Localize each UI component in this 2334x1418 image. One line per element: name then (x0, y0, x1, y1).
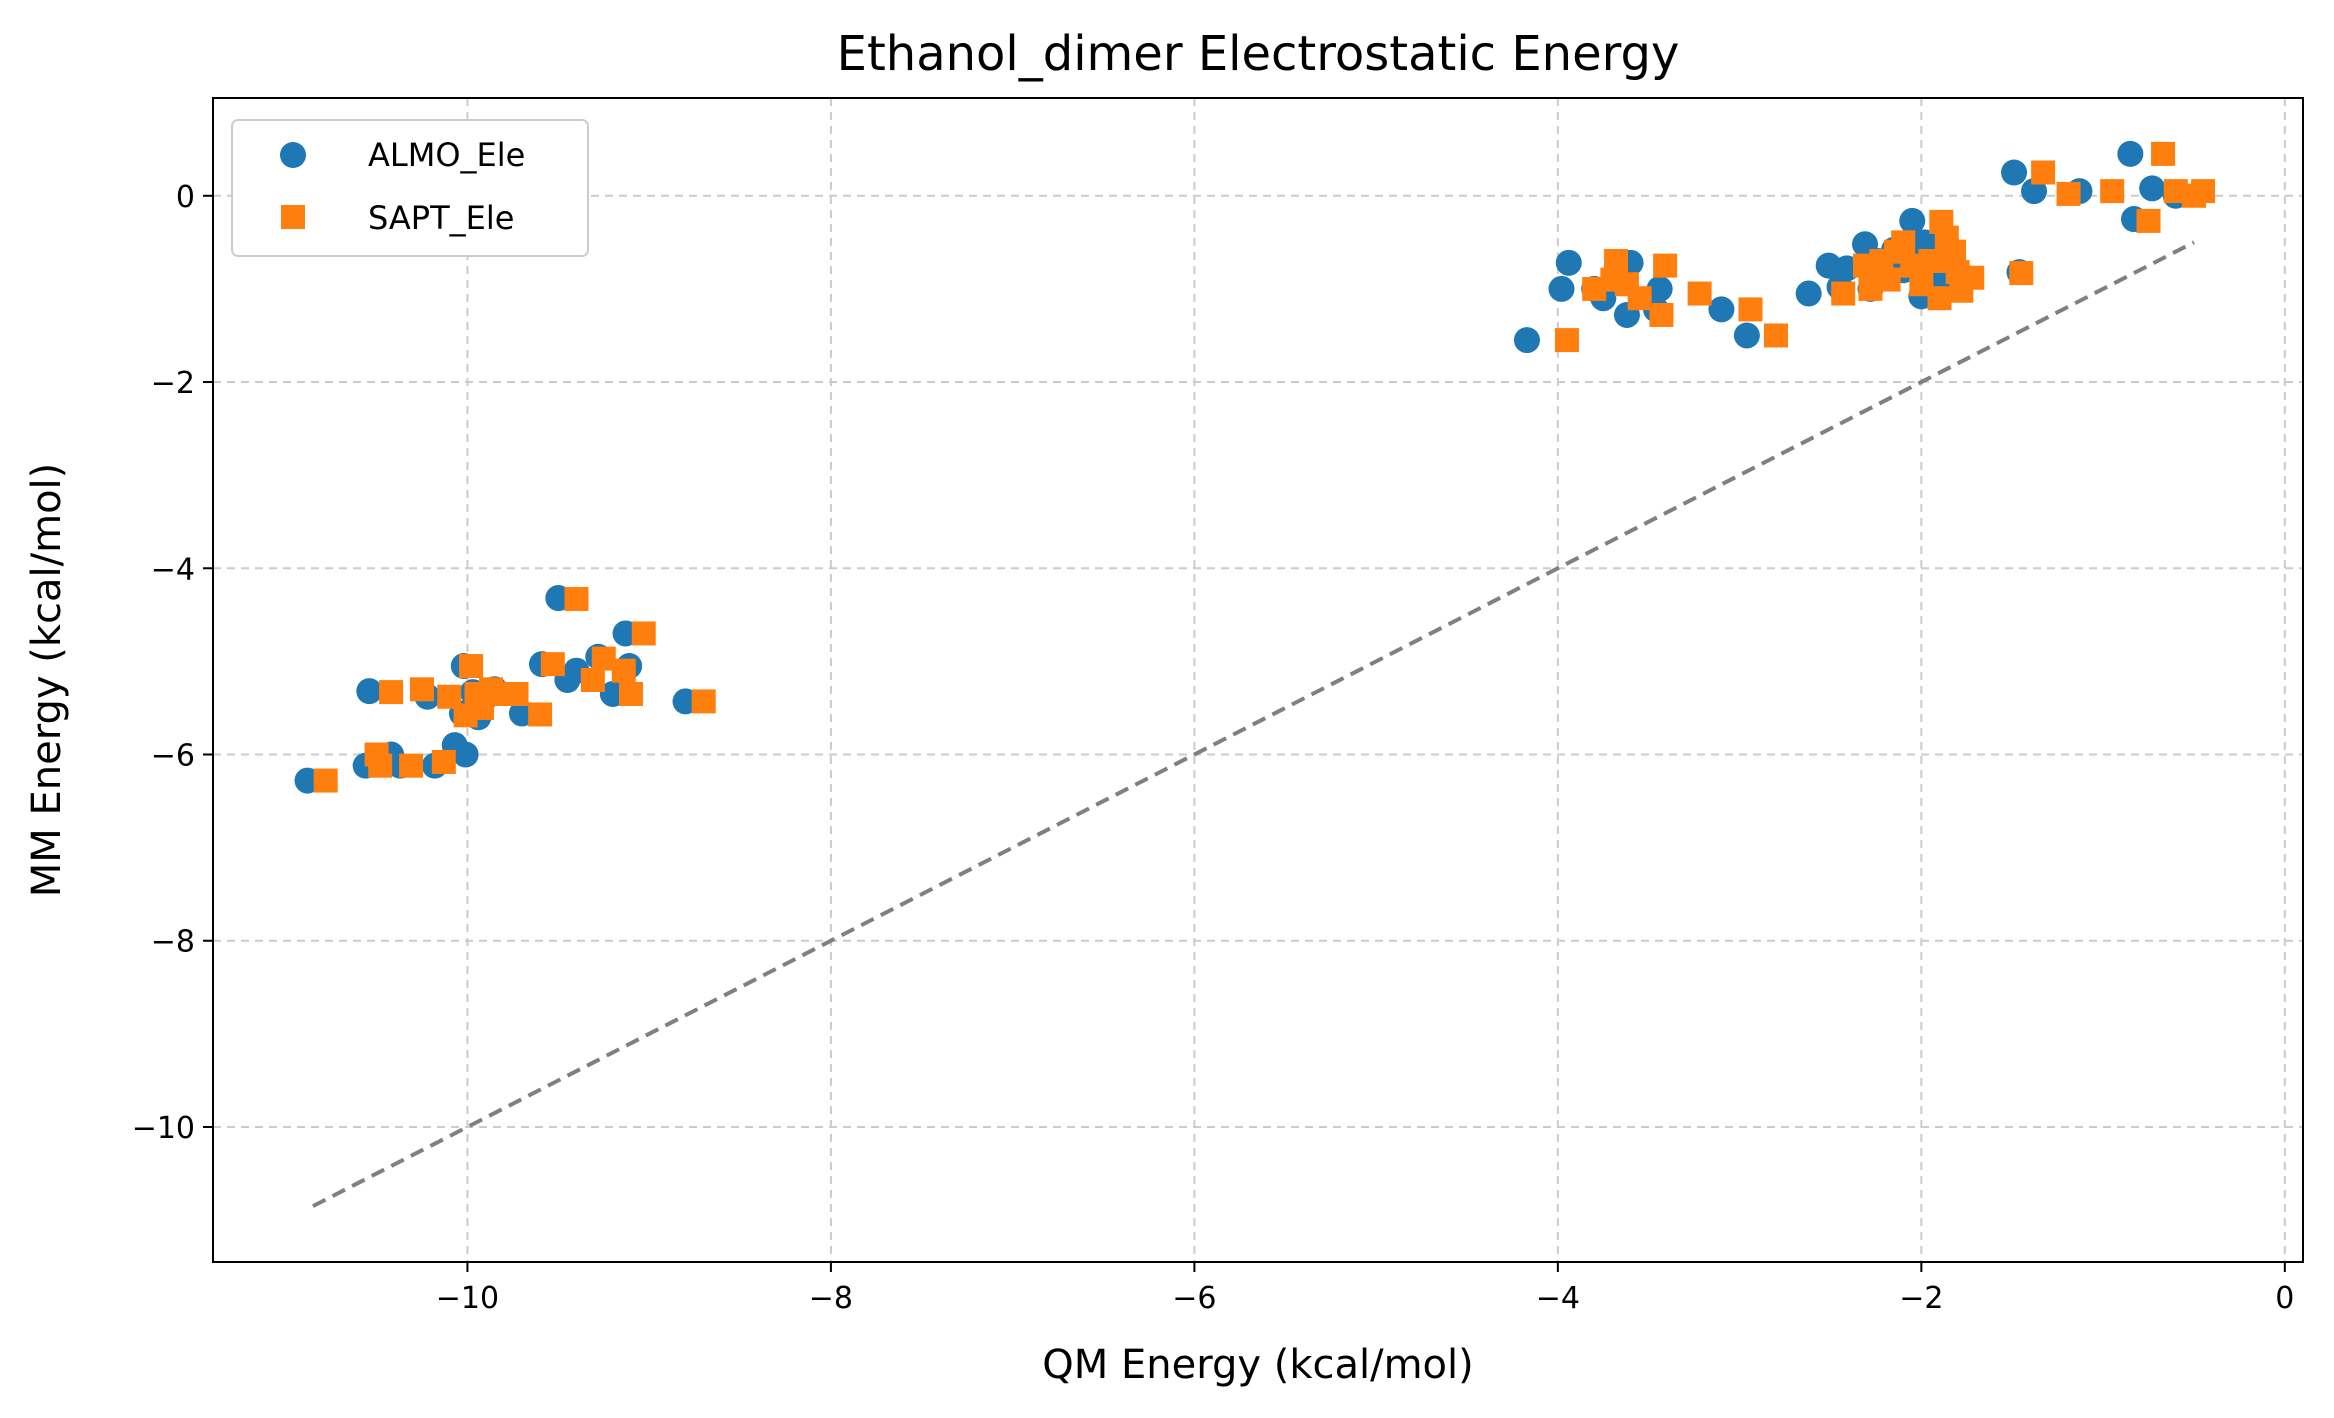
data-point-circle (1555, 249, 1582, 276)
data-point-circle (452, 741, 479, 768)
legend: ALMO_Ele SAPT_Ele (231, 119, 589, 257)
data-point-square (2100, 179, 2125, 204)
chart-title: Ethanol_dimer Electrostatic Energy (837, 26, 1680, 82)
data-point-square (631, 621, 656, 646)
y-tick-label: −8 (151, 925, 195, 960)
data-point-circle (2139, 175, 2166, 202)
data-point-circle (1708, 296, 1735, 323)
data-point-circle (1646, 275, 1673, 302)
x-tick-label: −10 (436, 1281, 499, 1316)
data-point-circle (2117, 140, 2144, 167)
y-tick-label: −2 (151, 366, 195, 401)
y-tick-label: −4 (151, 552, 195, 587)
data-point-square (368, 753, 393, 778)
data-point-circle (1795, 280, 1822, 307)
data-point-square (2191, 179, 2216, 204)
data-point-square (1960, 265, 1985, 290)
data-point-square (564, 586, 589, 611)
data-point-square (379, 680, 404, 705)
data-point-circle (2001, 159, 2028, 186)
y-tick-label: −10 (132, 1111, 195, 1146)
x-axis-label: QM Energy (kcal/mol) (1042, 1342, 1473, 1388)
reference-line (312, 240, 2195, 1208)
legend-label-almo: ALMO_Ele (368, 136, 525, 174)
data-point-square (580, 668, 605, 692)
x-tick-label: −8 (809, 1281, 853, 1316)
identity-line (312, 240, 2195, 1208)
series-sapt_ele (313, 141, 2216, 793)
axes-border (212, 97, 2304, 1263)
data-point-square (459, 654, 484, 679)
data-point-circle (2021, 178, 2048, 205)
data-point-square (410, 677, 434, 702)
legend-marker-sapt (281, 205, 305, 229)
data-point-square (1831, 281, 1856, 306)
data-point-circle (1911, 229, 1938, 256)
data-point-square (1942, 239, 1967, 264)
y-tick-label: 0 (176, 180, 195, 215)
x-tick-label: 0 (2275, 1281, 2294, 1316)
data-point-circle (1899, 207, 1926, 234)
data-point-square (1738, 297, 1763, 322)
x-tick-label: −4 (1536, 1281, 1580, 1316)
data-point-square (2151, 141, 2176, 166)
data-point-square (2136, 208, 2161, 233)
data-point-square (1927, 286, 1952, 311)
data-point-square (2031, 160, 2056, 185)
data-point-square (1653, 253, 1678, 278)
data-point-square (1649, 302, 1674, 327)
data-point-square (691, 689, 716, 714)
data-point-square (611, 658, 636, 683)
data-point-square (1627, 286, 1652, 311)
data-points (294, 140, 2216, 794)
data-point-square (399, 753, 424, 778)
legend-box (231, 119, 589, 257)
data-point-circle (1733, 322, 1760, 349)
data-point-circle (1548, 275, 1575, 302)
axis-ticks: −10 −8 −6 −4 −2 0 −10 −8 −6 −4 −2 0 (132, 180, 2295, 1316)
legend-marker-almo (280, 142, 306, 168)
data-point-square (1604, 248, 1629, 273)
legend-label-sapt: SAPT_Ele (368, 199, 514, 237)
data-point-square (2009, 261, 2034, 286)
x-tick-label: −6 (1172, 1281, 1216, 1316)
data-point-circle (356, 678, 383, 705)
data-point-square (504, 681, 529, 706)
y-tick-label: −6 (151, 738, 195, 773)
data-point-square (1554, 328, 1579, 353)
data-point-square (1891, 230, 1916, 255)
data-point-square (528, 702, 553, 727)
data-point-square (431, 749, 456, 774)
data-point-square (1763, 323, 1788, 348)
data-point-square (2056, 181, 2081, 206)
data-point-square (1687, 281, 1712, 306)
x-tick-label: −2 (1899, 1281, 1943, 1316)
y-axis-label: MM Energy (kcal/mol) (24, 463, 70, 898)
data-point-square (619, 681, 643, 706)
data-point-circle (1513, 327, 1540, 354)
data-point-square (313, 768, 338, 793)
data-point-square (1876, 267, 1901, 292)
plot-frame (212, 97, 2304, 1263)
grid-lines (213, 98, 2303, 1262)
data-point-square (540, 652, 565, 677)
